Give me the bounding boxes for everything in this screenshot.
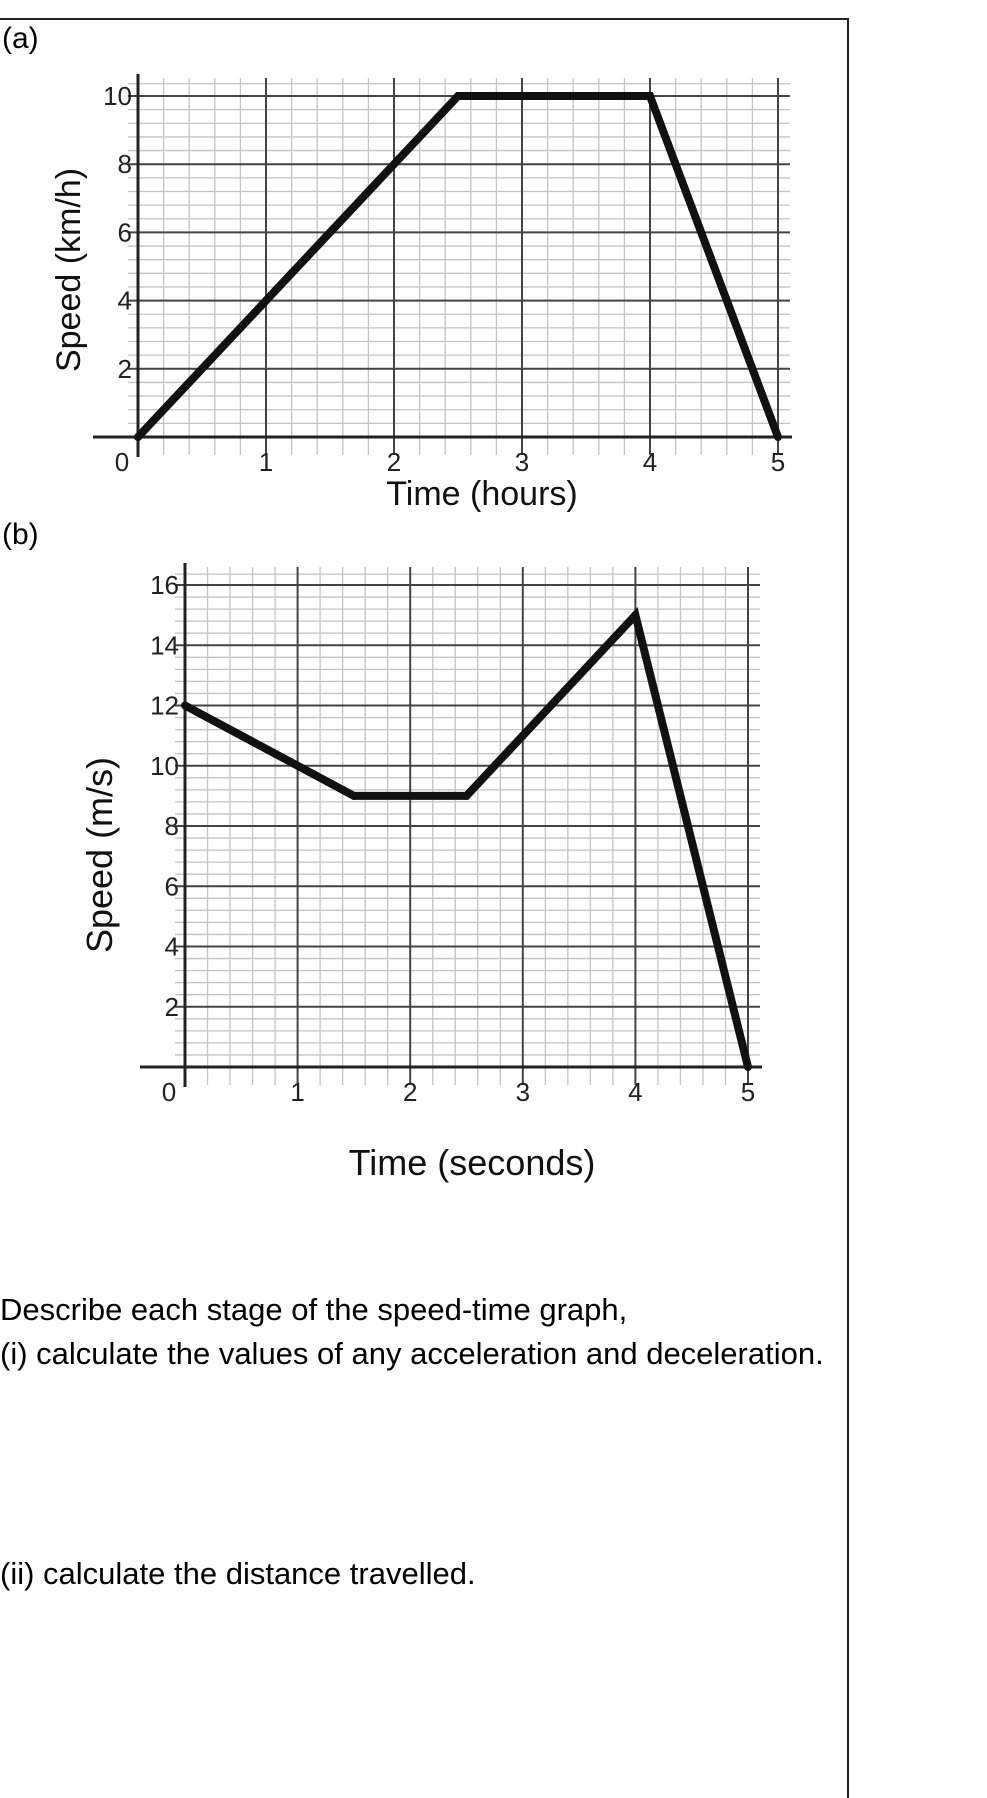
y-axis-title: Speed (m/s) [79, 757, 120, 953]
y-tick-label: 10 [103, 81, 132, 111]
speed-series-line [135, 92, 782, 440]
data-point [744, 1063, 752, 1071]
y-tick-label: 8 [118, 149, 132, 179]
worksheet-frame [0, 18, 849, 1798]
data-point [646, 92, 654, 100]
x-tick-label: 1 [290, 1077, 304, 1107]
y-tick-label: 4 [118, 286, 132, 316]
speed-time-chart-a: 2 4 6 8 10 0 1 2 3 4 5 Time (hours) Speed (km/h) [50, 74, 792, 513]
part-b-label: (b) [2, 518, 39, 551]
part-a-label: (a) [2, 22, 39, 55]
x-tick-label: 4 [628, 1077, 642, 1107]
y-tick-label: 16 [150, 570, 179, 600]
data-point [349, 791, 358, 800]
question-part-ii: (ii) calculate the distance travelled. [0, 1556, 476, 1591]
data-point [774, 433, 782, 441]
x-tick-label: 2 [387, 447, 401, 477]
data-point [134, 433, 142, 441]
y-tick-label: 4 [165, 932, 179, 962]
x-tick-label: 0 [162, 1077, 176, 1107]
y-tick-label: 14 [150, 630, 179, 660]
y-tick-label: 12 [150, 691, 179, 721]
y-tick-label: 6 [165, 871, 179, 901]
x-tick-label: 3 [516, 1077, 530, 1107]
x-tick-label: 4 [643, 447, 657, 477]
x-axis-title: Time (hours) [386, 475, 577, 513]
x-tick-label: 2 [403, 1077, 417, 1107]
speed-series-line [183, 607, 752, 1068]
y-tick-label: 6 [118, 217, 132, 247]
question-intro: Describe each stage of the speed-time gr… [0, 1292, 628, 1327]
question-part-i: (i) calculate the values of any accelera… [0, 1336, 824, 1371]
y-tick-label: 10 [150, 751, 179, 781]
x-axis-title: Time (seconds) [349, 1142, 596, 1183]
x-tick-label: 5 [741, 1077, 755, 1107]
data-point [631, 611, 640, 620]
x-tick-label: 0 [115, 447, 129, 477]
y-tick-label: 2 [165, 992, 179, 1022]
x-tick-label: 1 [259, 447, 273, 477]
data-point [181, 701, 189, 710]
minor-gridlines [128, 78, 790, 455]
y-tick-label: 8 [165, 811, 179, 841]
y-tick-label: 2 [118, 354, 132, 384]
x-tick-label: 5 [771, 447, 785, 477]
x-tick-label: 3 [515, 447, 529, 477]
data-point [454, 92, 462, 100]
y-axis-title: Speed (km/h) [50, 168, 88, 372]
major-gridlines [175, 567, 760, 1085]
data-point [462, 791, 471, 800]
